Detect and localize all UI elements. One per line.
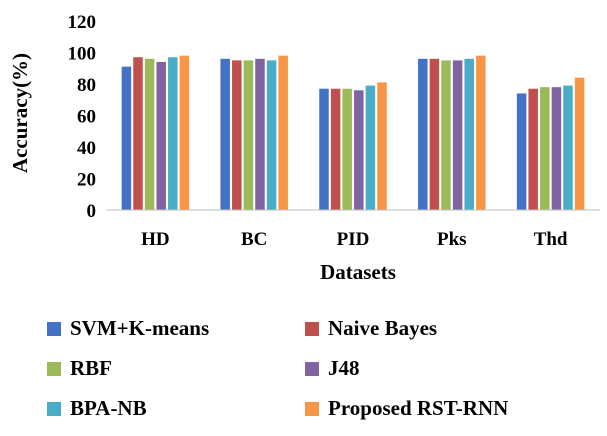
y-tick-label: 40 [77,138,96,159]
x-axis-label: Datasets [320,260,396,284]
bar-pks-series-3 [452,60,463,211]
bar-thd-series-1 [528,88,538,210]
bar-pid-series-3 [354,90,364,210]
bar-hd-series-1 [133,57,143,210]
bar-pks-series-5 [476,55,486,211]
bar-pks-series-4 [464,58,474,210]
bar-hd-series-0 [121,66,132,211]
x-tick-label: PID [337,229,370,250]
bar-hd-series-2 [144,58,155,210]
bar-thd-series-5 [574,77,585,210]
bar-hd-series-3 [156,61,166,211]
x-tick-label: Pks [437,229,467,250]
bar-bc-series-3 [255,58,265,210]
bar-bc-series-2 [243,60,254,211]
bar-pks-series-2 [441,60,451,211]
bar-thd-series-2 [540,87,550,210]
x-tick-label: BC [241,229,267,250]
bar-hd-series-5 [179,55,190,211]
y-tick-label: 120 [68,12,97,33]
y-axis-label: Accuracy(%) [8,53,32,173]
x-axis-ticks: HD BC PID Pks Thd [141,229,568,250]
bar-pks-series-1 [429,58,440,210]
bar-pks-series-0 [418,58,428,210]
bar-bc-series-4 [266,60,277,211]
y-tick-label: 100 [68,44,97,65]
y-tick-label: 0 [87,201,97,222]
bar-thd-series-0 [516,93,527,210]
bar-pid-series-0 [319,88,329,210]
bars [121,55,585,211]
y-tick-label: 20 [77,170,96,191]
bar-pid-series-4 [365,85,376,210]
y-axis-ticks: 0 20 40 60 80 100 120 [68,12,97,222]
bar-thd-series-4 [563,85,573,210]
bar-pid-series-1 [330,88,341,210]
bar-bc-series-0 [220,58,230,210]
bar-bc-series-5 [278,55,288,211]
bar-hd-series-4 [168,57,178,210]
bar-pid-series-2 [342,88,352,210]
y-tick-label: 80 [77,75,96,96]
bar-thd-series-3 [551,87,562,210]
x-tick-label: HD [141,229,170,250]
y-tick-label: 60 [77,107,96,128]
bar-pid-series-5 [377,82,387,210]
bar-bc-series-1 [232,60,242,211]
x-tick-label: Thd [534,229,568,250]
